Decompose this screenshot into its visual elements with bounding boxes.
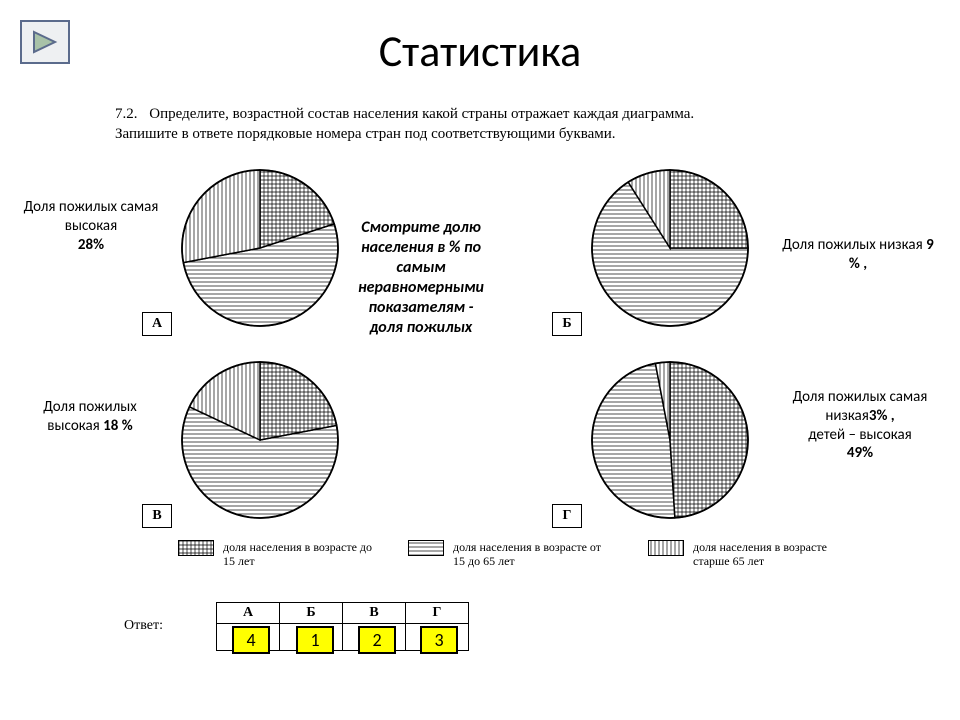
answer-header-b: Б bbox=[280, 603, 343, 624]
answer-label: Ответ: bbox=[124, 618, 163, 634]
task-text: 7.2. Определите, возрастной состав насел… bbox=[115, 104, 895, 145]
pie-chart-d bbox=[590, 360, 750, 520]
answer-box-b: 1 bbox=[296, 626, 334, 654]
pie-label-a: А bbox=[142, 312, 172, 336]
answer-header-a: А bbox=[217, 603, 280, 624]
pie-chart-a bbox=[180, 168, 340, 328]
legend-item-elderly: доля населения в возрасте старше 65 лет bbox=[648, 540, 843, 569]
annotation-c: Доля пожилых высокая 18 % bbox=[30, 398, 150, 436]
legend-swatch-vert bbox=[648, 540, 684, 556]
annotation-d: Доля пожилых самая низкая3% , детей – вы… bbox=[770, 388, 950, 463]
answer-header-c: В bbox=[343, 603, 406, 624]
task-number: 7.2. bbox=[115, 106, 138, 122]
annotation-b: Доля пожилых низкая 9 % , bbox=[778, 236, 938, 274]
annotation-center: Смотрите долю населения в % по самым нер… bbox=[356, 218, 486, 338]
pie-chart-c bbox=[180, 360, 340, 520]
answer-box-c: 2 bbox=[358, 626, 396, 654]
pie-label-c: В bbox=[142, 504, 172, 528]
answer-header-d: Г bbox=[406, 603, 469, 624]
pie-label-b: Б bbox=[552, 312, 582, 336]
annotation-a: Доля пожилых самая высокая 28% bbox=[16, 198, 166, 254]
legend-item-adults: доля населения в возрасте от 15 до 65 ле… bbox=[408, 540, 603, 569]
pie-label-d: Г bbox=[552, 504, 582, 528]
answer-box-a: 4 bbox=[232, 626, 270, 654]
legend-item-children: доля населения в возрасте до 15 лет bbox=[178, 540, 373, 569]
page-title: Статистика bbox=[0, 24, 960, 78]
task-line1: Определите, возрастной состав населения … bbox=[149, 106, 694, 122]
legend-swatch-horiz bbox=[408, 540, 444, 556]
legend-swatch-cross bbox=[178, 540, 214, 556]
task-line2: Запишите в ответе порядковые номера стра… bbox=[115, 126, 616, 142]
answer-header-row: А Б В Г bbox=[217, 603, 469, 624]
pie-chart-b bbox=[590, 168, 750, 328]
answer-box-d: 3 bbox=[420, 626, 458, 654]
